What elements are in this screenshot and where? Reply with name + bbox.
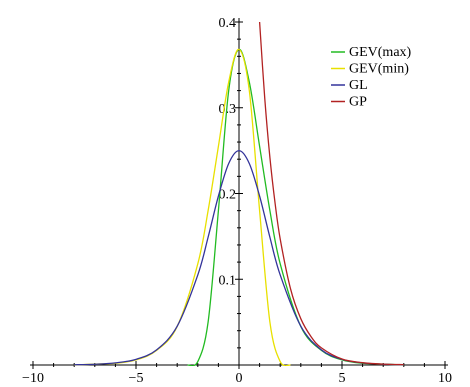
series-layer — [74, 22, 404, 366]
x-tick-label: −5 — [129, 371, 144, 386]
series-line-gl — [74, 149, 404, 366]
legend-label-gev-max: GEV(max) — [349, 45, 412, 60]
y-tick-label: 0.4 — [219, 16, 237, 31]
y-tick-label: 0.1 — [219, 273, 237, 288]
axes: −10 −5 0 5 100.10.20.30.4 — [22, 16, 452, 386]
series-line-gev-min — [74, 48, 291, 366]
legend-label-gl: GL — [349, 78, 368, 93]
x-tick-label: −10 — [22, 371, 44, 386]
legend: GEV(max) GEV(min)GL GP — [331, 45, 412, 110]
series-line-gev-max — [187, 48, 404, 366]
x-tick-label: 0 — [236, 371, 243, 386]
x-tick-label: 5 — [339, 371, 346, 386]
legend-label-gev-min: GEV(min) — [349, 62, 409, 77]
legend-label-gp: GP — [349, 95, 367, 110]
series-line-gp — [258, 22, 404, 366]
x-tick-label: 10 — [438, 371, 452, 386]
y-tick-label: 0.2 — [219, 188, 237, 203]
